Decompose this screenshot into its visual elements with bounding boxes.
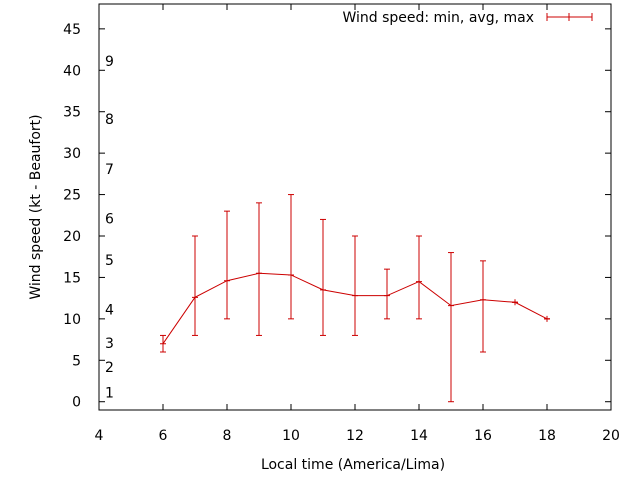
beaufort-label: 1 — [105, 386, 114, 402]
avg-point — [320, 286, 326, 293]
data-points — [160, 270, 550, 347]
y-tick-label: 20 — [63, 229, 81, 245]
y-tick-label: 45 — [63, 22, 81, 38]
avg-point — [288, 271, 294, 278]
y-tick-label: 0 — [72, 395, 81, 411]
beaufort-label: 6 — [105, 212, 114, 228]
plot-frame — [98, 3, 612, 411]
x-tick-label: 16 — [474, 428, 492, 444]
x-axis: 4 6 8 10 12 14 16 18 20 — [95, 4, 620, 444]
y-tick-label: 30 — [63, 146, 81, 162]
avg-point — [448, 302, 454, 309]
avg-point — [352, 292, 358, 299]
avg-point — [544, 315, 550, 322]
x-tick-label: 6 — [159, 428, 168, 444]
beaufort-label: 8 — [105, 112, 114, 128]
beaufort-label: 7 — [105, 162, 114, 178]
y-tick-label: 10 — [63, 312, 81, 328]
avg-point — [416, 278, 422, 285]
y-tick-label: 25 — [63, 188, 81, 204]
legend-label: Wind speed: min, avg, max — [342, 10, 534, 26]
y-tick-label: 40 — [63, 63, 81, 79]
y-tick-label: 15 — [63, 270, 81, 286]
avg-point — [192, 294, 198, 301]
avg-point — [384, 292, 390, 299]
beaufort-label: 4 — [105, 303, 114, 319]
y-tick-label: 5 — [72, 353, 81, 369]
y-tick-label: 35 — [63, 105, 81, 121]
beaufort-label: 3 — [105, 336, 114, 352]
x-tick-label: 4 — [95, 428, 104, 444]
x-axis-label: Local time (America/Lima) — [261, 457, 445, 473]
avg-point — [512, 299, 518, 306]
y-axis-label: Wind speed (kt - Beaufort) — [28, 114, 44, 299]
legend: Wind speed: min, avg, max — [342, 10, 593, 26]
beaufort-label: 2 — [105, 360, 114, 376]
x-tick-label: 8 — [223, 428, 232, 444]
x-tick-label: 20 — [602, 428, 620, 444]
beaufort-label: 5 — [105, 253, 114, 269]
avg-point — [160, 340, 166, 347]
x-tick-label: 12 — [346, 428, 364, 444]
avg-point — [480, 296, 486, 303]
x-tick-label: 14 — [410, 428, 428, 444]
avg-point — [256, 270, 262, 277]
x-tick-label: 10 — [282, 428, 300, 444]
avg-point — [224, 277, 230, 284]
beaufort-label: 9 — [105, 54, 114, 70]
beaufort-scale-labels: 1 2 3 4 5 6 7 8 9 — [105, 54, 114, 401]
x-tick-label: 18 — [538, 428, 556, 444]
